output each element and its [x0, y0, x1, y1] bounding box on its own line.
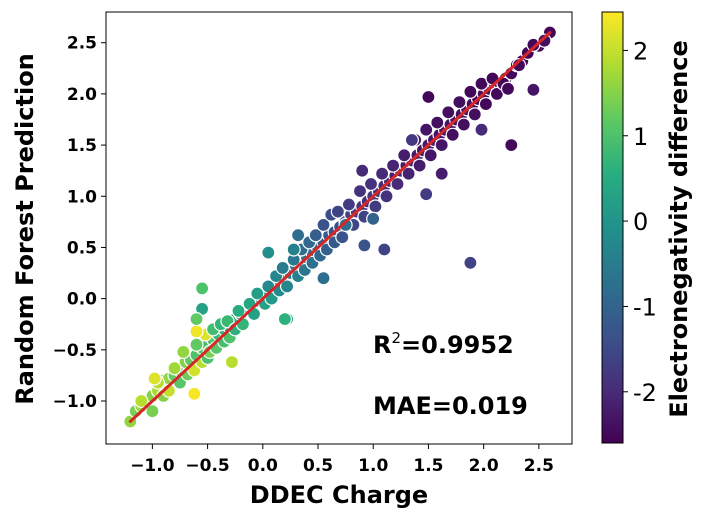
data-point	[386, 158, 401, 173]
colorbar-tick-label: 2	[633, 37, 648, 65]
x-tick-label: 1.5	[413, 456, 443, 476]
data-point	[145, 404, 160, 419]
x-axis: −1.0 −0.5 0.0 0.5 1.0 1.5 2.0 2.5	[130, 444, 554, 476]
data-point	[419, 187, 434, 202]
data-point	[147, 371, 162, 386]
data-point	[452, 94, 467, 110]
data-point	[412, 158, 427, 173]
data-point	[338, 217, 353, 232]
y-axis-label: Random Forest Prediction	[11, 53, 39, 405]
data-point	[280, 279, 295, 294]
data-point	[377, 242, 392, 257]
data-point	[357, 238, 372, 253]
data-point	[363, 176, 379, 192]
data-point	[423, 148, 438, 163]
data-point	[134, 393, 149, 409]
data-point	[355, 163, 370, 178]
x-tick-label: 2.5	[524, 456, 554, 476]
data-point	[456, 117, 471, 132]
colorbar-tick-label: 0	[633, 208, 648, 236]
y-tick-label: 2.0	[67, 85, 97, 105]
data-point	[397, 148, 412, 163]
data-point	[189, 312, 204, 327]
data-point	[401, 166, 416, 181]
colorbar-tick-label: 1	[633, 123, 648, 151]
y-tick-label: 0.5	[67, 238, 97, 258]
data-point	[291, 228, 306, 243]
data-point	[286, 242, 301, 257]
data-point	[176, 344, 191, 359]
r2-annotation: R2=0.9952	[373, 329, 514, 359]
data-point	[478, 96, 493, 112]
x-tick-label: −0.5	[185, 456, 229, 476]
data-point	[250, 286, 265, 301]
data-point	[421, 89, 436, 105]
colorbar	[601, 11, 624, 444]
data-point	[368, 199, 383, 214]
r2-superscript: 2	[391, 329, 401, 347]
y-tick-label: 1.5	[67, 136, 97, 156]
colorbar-tick-label: -1	[633, 293, 657, 321]
data-point	[404, 132, 419, 148]
y-tick-label: −0.5	[53, 341, 97, 361]
data-point	[390, 176, 405, 192]
data-point	[434, 166, 449, 181]
data-point	[195, 281, 210, 296]
x-tick-label: 0.0	[248, 456, 278, 476]
data-point	[537, 33, 552, 48]
data-point	[231, 303, 246, 318]
x-tick-label: −1.0	[130, 456, 175, 476]
mae-annotation: MAE=0.019	[373, 392, 528, 420]
data-point	[167, 361, 182, 376]
data-point	[316, 217, 331, 232]
data-point	[330, 204, 345, 219]
colorbar-tick-label: -2	[633, 379, 657, 407]
data-point	[467, 107, 482, 122]
data-point	[366, 211, 381, 226]
data-point	[430, 115, 445, 130]
colorbar-label: Electronegativity difference	[665, 40, 693, 418]
data-point	[463, 255, 478, 270]
data-point	[335, 230, 350, 245]
data-point	[187, 386, 202, 401]
data-point	[316, 271, 331, 286]
data-point	[500, 81, 516, 96]
data-point	[341, 197, 356, 212]
fit-line	[128, 30, 552, 423]
y-axis: −1.0 −0.5 0.0 0.5 1.0 1.5 2.0 2.5	[53, 34, 106, 412]
data-point	[189, 324, 204, 339]
data-point	[474, 122, 489, 137]
data-point	[504, 138, 519, 153]
y-tick-label: −1.0	[53, 392, 98, 412]
data-point	[275, 260, 290, 275]
r2-prefix: R	[373, 331, 391, 359]
data-point	[434, 138, 449, 153]
data-point	[352, 184, 368, 199]
data-point	[261, 245, 276, 260]
colorbar-axis: 2 1 0 -1 -2	[623, 37, 657, 407]
x-axis-label: DDEC Charge	[250, 481, 428, 509]
x-tick-label: 2.0	[469, 456, 499, 476]
x-tick-label: 1.0	[358, 456, 388, 476]
data-point	[308, 228, 323, 243]
plot-frame	[105, 11, 573, 445]
x-tick-label: 0.5	[303, 456, 333, 476]
y-tick-label: 0.0	[67, 290, 97, 310]
data-point	[419, 122, 434, 137]
data-point	[445, 127, 460, 142]
data-point	[375, 166, 390, 181]
data-point	[379, 189, 394, 204]
y-tick-label: 1.0	[67, 187, 97, 207]
y-tick-label: 2.5	[67, 34, 97, 54]
data-point	[224, 355, 239, 370]
data-point	[189, 337, 204, 352]
data-point	[463, 84, 478, 99]
r2-value: =0.9952	[401, 331, 514, 359]
data-point	[441, 105, 456, 120]
data-point	[526, 82, 541, 97]
data-point	[277, 312, 292, 327]
